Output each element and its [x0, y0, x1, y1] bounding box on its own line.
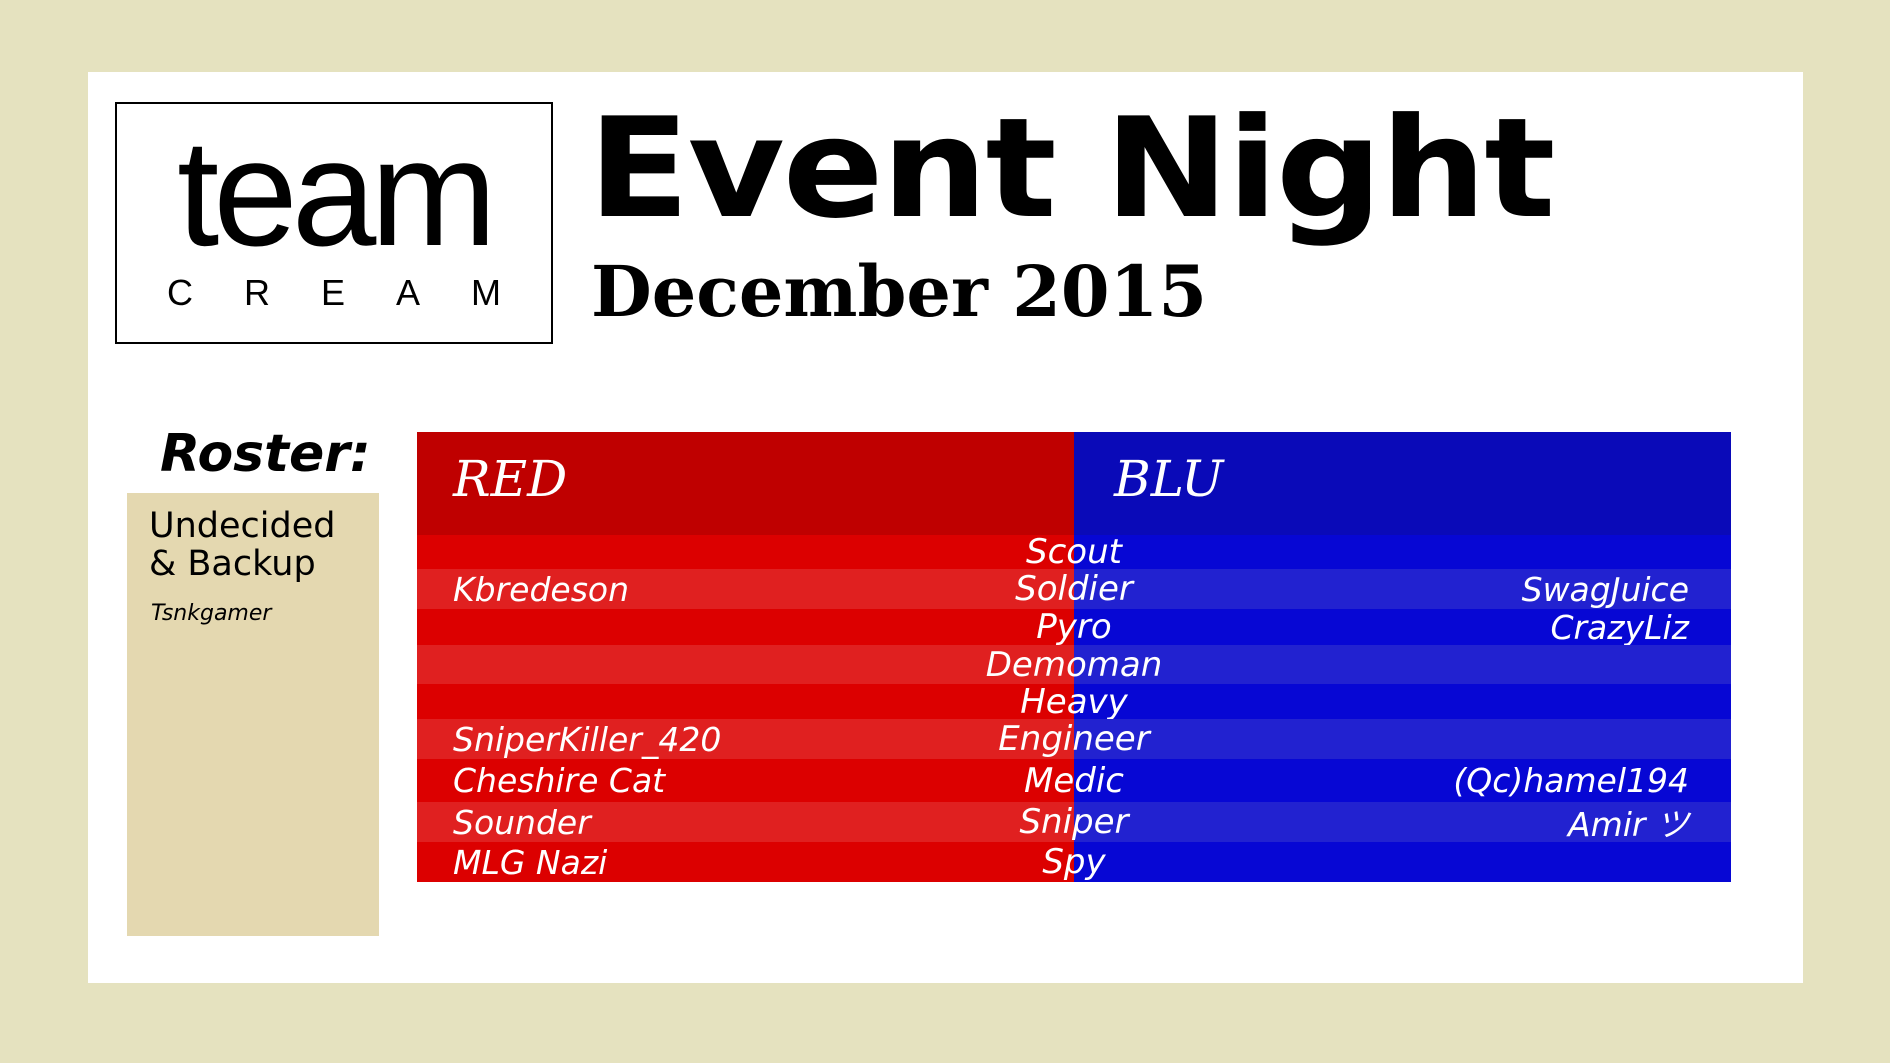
class-row: Cheshire Cat Medic (Qc)hamel194	[417, 759, 1731, 802]
red-cell	[417, 609, 1074, 645]
blu-player-name: (Qc)hamel194	[1453, 761, 1689, 800]
red-team-header: RED	[417, 432, 1074, 535]
logo-letter: A	[395, 272, 420, 313]
blu-cell	[1074, 645, 1731, 684]
blu-cell	[1074, 802, 1731, 842]
class-name: Pyro	[1036, 607, 1112, 647]
red-cell	[417, 535, 1074, 569]
red-player-name: Sounder	[453, 802, 591, 842]
logo-letter: M	[470, 272, 501, 313]
page-subtitle: December 2015	[591, 250, 1208, 333]
blu-cell	[1074, 684, 1731, 719]
red-cell	[417, 569, 1074, 609]
team-cream-logo: team C R E A M	[115, 102, 553, 344]
red-cell	[417, 719, 1074, 759]
blu-player-name: SwagJuice	[1521, 569, 1689, 609]
blu-team-header: BLU	[1074, 432, 1731, 535]
page-title: Event Night	[588, 88, 1556, 249]
class-name: Demoman	[985, 644, 1163, 685]
red-team-label: RED	[453, 450, 568, 508]
event-card: team C R E A M Event Night December 2015…	[88, 72, 1803, 983]
logo-subword: C R E A M	[167, 272, 501, 314]
class-name: Sniper	[1019, 802, 1129, 842]
class-name: Heavy	[1020, 681, 1128, 722]
roster-undecided-heading: Undecided & Backup	[149, 507, 335, 583]
roster-member: Tsnkgamer	[151, 601, 272, 626]
red-player-name: Cheshire Cat	[453, 761, 666, 800]
class-row: MLG Nazi Spy	[417, 842, 1731, 882]
red-player-name: SniperKiller_420	[453, 719, 722, 759]
red-cell	[417, 759, 1074, 802]
roster-heading-line: Undecided	[149, 506, 336, 546]
class-name: Medic	[1024, 760, 1124, 801]
roster-panel: Undecided & Backup Tsnkgamer	[127, 493, 379, 936]
red-player-name: MLG Nazi	[453, 842, 608, 882]
logo-letter: C	[167, 272, 193, 313]
red-cell	[417, 802, 1074, 842]
blu-cell	[1074, 609, 1731, 645]
roster-heading-line: & Backup	[149, 544, 316, 584]
class-row: Pyro CrazyLiz	[417, 607, 1731, 647]
class-row: Heavy	[417, 681, 1731, 722]
class-row: SniperKiller_420 Engineer	[417, 719, 1731, 759]
class-name: Engineer	[998, 719, 1150, 759]
team-roster-table: RED BLU Scout Kbredeson Soldier SwagJuice Py…	[417, 432, 1731, 935]
logo-letter: E	[320, 272, 345, 313]
red-cell	[417, 645, 1074, 684]
blu-player-name: CrazyLiz	[1550, 607, 1689, 647]
class-name: Scout	[1026, 532, 1122, 572]
class-row: Demoman	[417, 644, 1731, 685]
blu-cell	[1074, 759, 1731, 802]
class-name: Soldier	[1015, 569, 1133, 609]
red-player-name: Kbredeson	[453, 569, 630, 609]
roster-label: Roster:	[160, 424, 371, 484]
logo-word: team	[177, 108, 497, 278]
class-row: Kbredeson Soldier SwagJuice	[417, 569, 1731, 609]
blu-cell	[1074, 535, 1731, 569]
class-name: Spy	[1042, 842, 1106, 882]
red-cell	[417, 842, 1074, 882]
red-cell	[417, 684, 1074, 719]
blu-player-name: Amir ツ	[1568, 805, 1689, 844]
blu-team-label: BLU	[1114, 450, 1224, 508]
class-row: Sounder Sniper Amir ツ	[417, 802, 1731, 844]
logo-letter: R	[243, 272, 270, 313]
blu-cell	[1074, 719, 1731, 759]
class-row: Scout	[417, 532, 1731, 572]
blu-cell	[1074, 569, 1731, 609]
blu-cell	[1074, 842, 1731, 882]
